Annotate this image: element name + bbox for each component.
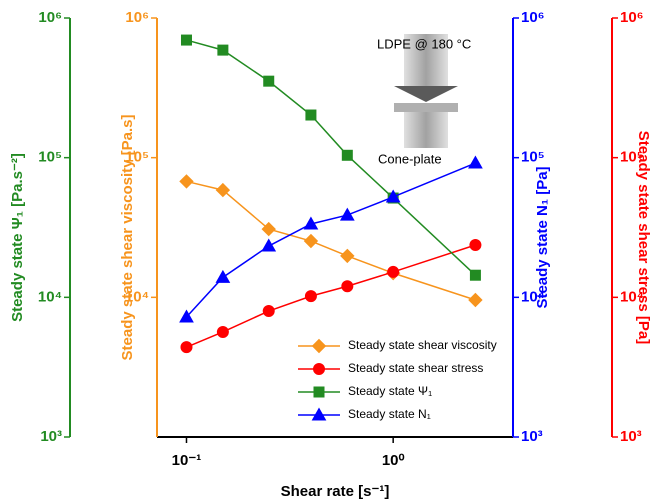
marker [469,238,482,251]
legend-label: Steady state shear viscosity [348,338,497,352]
y-tick-label: 10⁴ [125,288,149,305]
marker [304,290,317,303]
legend-marker [313,363,325,375]
legend-label: Steady state Ψ₁ [348,384,432,398]
marker [180,341,193,354]
y-axis-label: Steady state shear viscosity [Pa.s] [119,115,136,361]
y-axis-label: Steady state N₁ [Pa] [534,166,551,308]
legend-marker [313,386,325,398]
marker [179,309,194,323]
marker [215,269,231,283]
y-tick-label: 10⁵ [521,149,545,166]
y-tick-label: 10⁶ [620,9,644,26]
marker [385,189,401,203]
marker [262,305,275,318]
y-tick-label: 10³ [620,428,642,445]
marker [468,155,483,169]
y-axis-label: Steady state shear stress [Pa] [635,131,652,344]
marker [215,182,231,198]
marker [180,34,192,46]
y-tick-label: 10⁶ [521,9,545,26]
y-tick-label: 10³ [521,428,543,445]
legend-label: Steady state N₁ [348,407,431,421]
y-tick-label: 10⁴ [38,288,62,305]
y-tick-label: 10⁶ [38,9,62,26]
series-line [186,244,476,348]
x-tick-label: 10⁰ [382,452,405,469]
annotation: LDPE @ 180 °C [377,36,471,51]
marker [341,149,353,161]
marker [341,280,354,293]
marker [303,216,319,230]
marker [305,109,317,121]
series-line [185,162,476,318]
marker [340,248,355,264]
y-tick-label: 10⁶ [125,9,149,26]
marker [387,265,400,278]
y-axis-label: Steady state Ψ₁ [Pa.s⁻²] [9,153,26,322]
x-axis-label: Shear rate [s⁻¹] [281,483,390,500]
marker [339,207,355,221]
y-tick-label: 10⁵ [38,149,62,166]
y-tick-label: 10⁴ [521,288,545,305]
marker [263,75,275,87]
legend-marker [311,407,327,421]
y-tick-label: 10⁴ [620,288,644,305]
marker [261,238,277,252]
marker [468,292,483,308]
annotation: Cone-plate [378,151,442,166]
marker [303,233,319,249]
y-tick-label: 10⁵ [620,149,644,166]
legend-label: Steady state shear stress [348,361,483,375]
marker [217,44,229,56]
x-tick-label: 10⁻¹ [172,452,202,469]
marker [179,174,194,189]
legend-marker [311,338,327,354]
marker [216,325,229,338]
marker [469,269,481,281]
y-tick-label: 10⁵ [125,149,149,166]
y-tick-label: 10³ [40,428,62,445]
cone-plate-icon [394,34,458,148]
marker [261,221,276,237]
